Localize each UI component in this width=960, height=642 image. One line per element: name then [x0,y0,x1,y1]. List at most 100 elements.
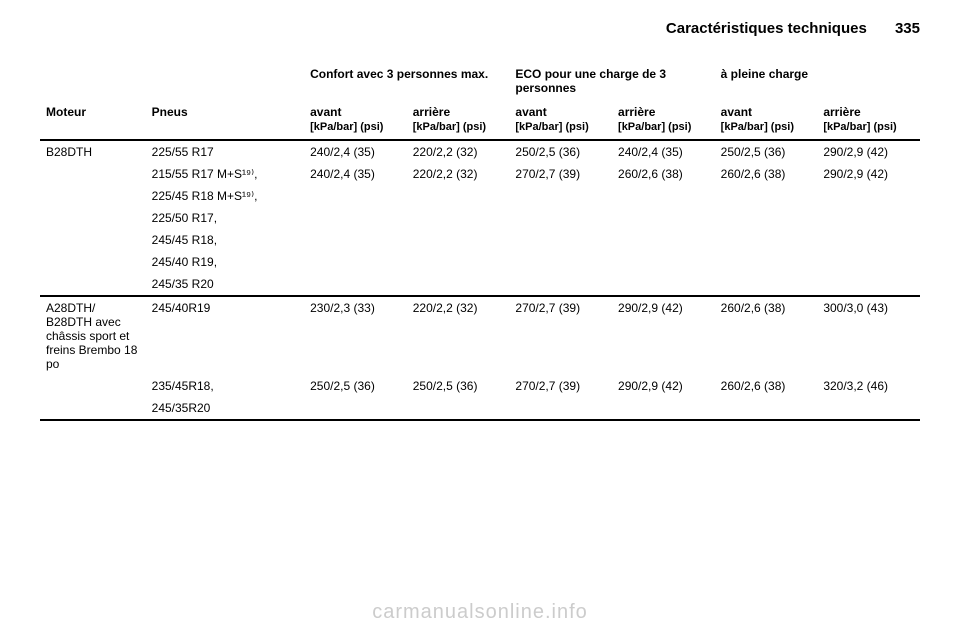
table-sub-header: Moteur Pneus avant arrière avant arrière… [40,95,920,119]
table-row: A28DTH/ B28DTH avec châssis sport et fre… [40,296,920,375]
cell-value: 290/2,9 (42) [817,140,920,163]
page-number: 335 [895,20,920,37]
cell-value [509,397,612,419]
cell-value: 260/2,6 (38) [715,296,818,375]
cell-value: 290/2,9 (42) [817,163,920,185]
cell-value [304,397,407,419]
cell-value: 240/2,4 (35) [612,140,715,163]
cell-value [407,273,510,295]
col-avant: avant [715,95,818,119]
cell-moteur [40,163,146,185]
cell-value [407,207,510,229]
section-divider [40,419,920,420]
cell-value: 290/2,9 (42) [612,375,715,397]
cell-value: 320/3,2 (46) [817,375,920,397]
cell-value [817,273,920,295]
cell-pneus: 245/40 R19, [146,251,304,273]
cell-moteur [40,273,146,295]
cell-value: 250/2,5 (36) [715,140,818,163]
col-group-pleine: à pleine charge [715,63,920,95]
cell-value: 290/2,9 (42) [612,296,715,375]
tire-pressure-table: Confort avec 3 personnes max. ECO pour u… [40,63,920,421]
col-arriere: arrière [817,95,920,119]
cell-value [304,229,407,251]
cell-pneus: 225/45 R18 M+S¹⁹⁾, [146,185,304,207]
table-row: B28DTH225/55 R17240/2,4 (35)220/2,2 (32)… [40,140,920,163]
cell-value [612,273,715,295]
col-unit: [kPa/bar] (psi) [612,119,715,140]
cell-value: 260/2,6 (38) [612,163,715,185]
cell-value [509,273,612,295]
table-unit-header: [kPa/bar] (psi) [kPa/bar] (psi) [kPa/bar… [40,119,920,140]
col-arriere: arrière [612,95,715,119]
cell-value [612,185,715,207]
col-group-confort: Confort avec 3 personnes max. [304,63,509,95]
table-row: 215/55 R17 M+S¹⁹⁾,240/2,4 (35)220/2,2 (3… [40,163,920,185]
cell-value [304,207,407,229]
cell-value: 260/2,6 (38) [715,375,818,397]
table-row: 225/45 R18 M+S¹⁹⁾, [40,185,920,207]
cell-value [817,185,920,207]
col-avant: avant [509,95,612,119]
cell-value [509,251,612,273]
cell-value [817,397,920,419]
col-moteur: Moteur [40,95,146,119]
cell-value [407,397,510,419]
cell-pneus: 235/45R18, [146,375,304,397]
watermark: carmanualsonline.info [0,601,960,624]
col-avant: avant [304,95,407,119]
cell-value [715,251,818,273]
cell-value: 250/2,5 (36) [304,375,407,397]
table-row: 235/45R18,250/2,5 (36)250/2,5 (36)270/2,… [40,375,920,397]
cell-value [612,397,715,419]
cell-value: 300/3,0 (43) [817,296,920,375]
cell-pneus: 245/45 R18, [146,229,304,251]
cell-moteur [40,375,146,397]
col-group-eco: ECO pour une charge de 3 personnes [509,63,714,95]
cell-moteur [40,251,146,273]
cell-value [304,185,407,207]
cell-value: 220/2,2 (32) [407,140,510,163]
cell-pneus: 245/35R20 [146,397,304,419]
cell-moteur [40,229,146,251]
col-unit: [kPa/bar] (psi) [407,119,510,140]
cell-value: 270/2,7 (39) [509,296,612,375]
cell-value [612,207,715,229]
cell-value [612,229,715,251]
col-unit: [kPa/bar] (psi) [715,119,818,140]
section-title: Caractéristiques techniques [666,20,867,37]
cell-value [407,185,510,207]
cell-value: 270/2,7 (39) [509,375,612,397]
table-row: 225/50 R17, [40,207,920,229]
cell-value: 230/2,3 (33) [304,296,407,375]
cell-value [509,207,612,229]
cell-value [612,251,715,273]
cell-pneus: 215/55 R17 M+S¹⁹⁾, [146,163,304,185]
col-arriere: arrière [407,95,510,119]
cell-value [304,251,407,273]
cell-value [817,207,920,229]
cell-pneus: 225/55 R17 [146,140,304,163]
cell-value [715,207,818,229]
page-header: Caractéristiques techniques 335 [40,20,920,43]
cell-value [715,185,818,207]
col-unit: [kPa/bar] (psi) [509,119,612,140]
table-body: B28DTH225/55 R17240/2,4 (35)220/2,2 (32)… [40,140,920,420]
cell-value [817,251,920,273]
cell-value: 220/2,2 (32) [407,163,510,185]
table-row: 245/35R20 [40,397,920,419]
col-pneus: Pneus [146,95,304,119]
cell-value [817,229,920,251]
cell-value: 250/2,5 (36) [509,140,612,163]
cell-value [509,229,612,251]
cell-value [304,273,407,295]
table-row: 245/35 R20 [40,273,920,295]
cell-value [509,185,612,207]
cell-pneus: 245/40R19 [146,296,304,375]
table-row: 245/40 R19, [40,251,920,273]
cell-value [407,229,510,251]
cell-value: 240/2,4 (35) [304,140,407,163]
cell-moteur [40,185,146,207]
cell-pneus: 245/35 R20 [146,273,304,295]
cell-moteur [40,207,146,229]
